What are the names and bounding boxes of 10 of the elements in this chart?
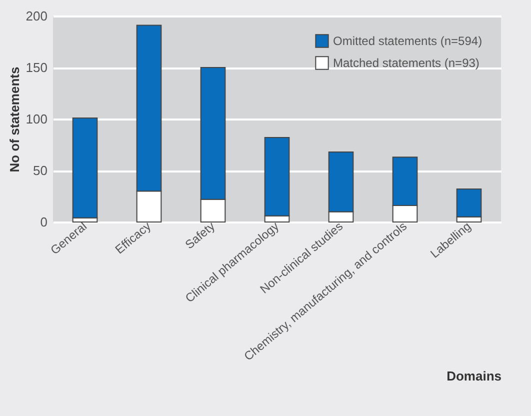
y-axis-title: No of statements (6, 66, 22, 172)
y-tick-label: 100 (26, 112, 48, 126)
y-tick-label: 200 (26, 8, 48, 24)
y-tick-label: 0 (40, 214, 48, 230)
y-tick-label: 150 (26, 60, 48, 75)
bar (72, 117, 98, 218)
legend-label: Matched statements (n=93) (333, 56, 480, 70)
legend-label: Omitted statements (n=594) (333, 34, 482, 48)
x-axis-title: Domains (446, 368, 502, 384)
y-tick-label: 50 (33, 163, 48, 178)
